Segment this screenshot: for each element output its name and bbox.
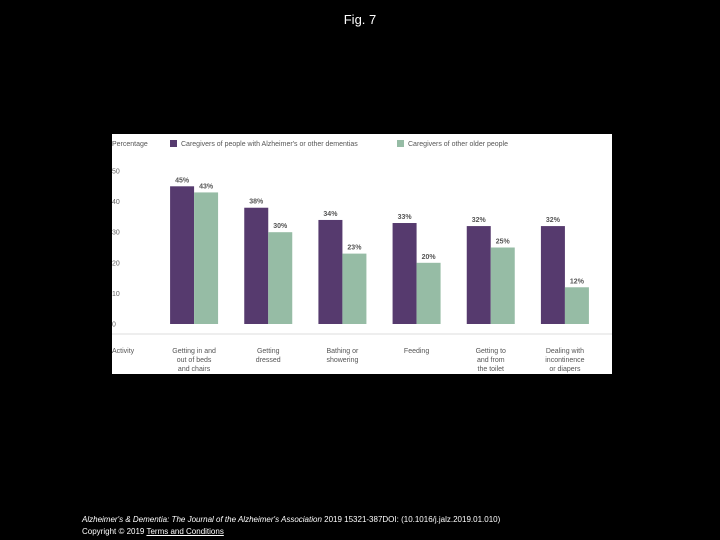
y-tick-label: 0 (112, 322, 116, 329)
bar-series-1 (466, 226, 491, 324)
bar-value-label: 38% (249, 199, 264, 206)
bar-series-2 (564, 287, 589, 324)
bar-value-label: 32% (472, 217, 487, 224)
x-tick-label: or diapers (549, 366, 581, 373)
bar-series-2 (416, 262, 441, 324)
bar-value-label: 12% (570, 278, 585, 285)
legend-label-series-1: Caregivers of people with Alzheimer's or… (181, 141, 358, 148)
bar-series-2 (268, 232, 293, 324)
x-tick-label: and chairs (178, 366, 211, 373)
x-axis-label: Activity (112, 348, 135, 355)
x-tick-label: the toilet (478, 366, 505, 373)
bar-series-1 (170, 186, 195, 324)
bar-series-2 (490, 247, 515, 324)
bar-value-label: 45% (175, 177, 190, 184)
y-axis-label: Percentage (112, 141, 148, 148)
terms-link[interactable]: Terms and Conditions (146, 527, 224, 536)
bar-series-2 (342, 253, 367, 324)
y-axis-ticks: 0 10 20 30 40 50 (112, 169, 120, 329)
x-tick-label: dressed (256, 357, 281, 364)
bar-series-1 (392, 223, 417, 324)
bar-series-1 (318, 219, 343, 324)
bar-chart: Percentage Caregivers of people with Alz… (112, 134, 612, 374)
bar-series-1 (540, 226, 565, 324)
bar-value-label: 34% (323, 211, 338, 218)
bar-value-label: 33% (398, 214, 413, 221)
bar-series-2 (194, 192, 219, 324)
legend-swatch-series-2 (397, 140, 404, 147)
copyright-text: Copyright © 2019 (82, 527, 147, 536)
y-tick-label: 30 (112, 230, 120, 237)
x-tick-label: and from (477, 357, 505, 364)
x-tick-label: Getting (257, 348, 280, 355)
figure-title: Fig. 7 (343, 12, 377, 27)
x-axis-tick-labels: Getting in and out of beds and chairs Getti… (172, 348, 584, 373)
x-tick-label: Getting in and (172, 348, 216, 355)
x-tick-label: Dealing with (546, 348, 584, 355)
x-tick-label: showering (326, 357, 358, 364)
x-tick-label: Bathing or (326, 348, 359, 355)
legend-swatch-series-1 (170, 140, 177, 147)
journal-name: Alzheimer's & Dementia: The Journal of t… (82, 515, 322, 524)
bar-value-label: 30% (273, 223, 288, 230)
legend-label-series-2: Caregivers of other older people (408, 141, 508, 148)
x-tick-label: out of beds (177, 357, 212, 364)
bars-group: 45% 43% 38% 30% 34% 23% 33% 20% 32% 25% 32% 12% (170, 177, 589, 324)
bar-value-label: 43% (199, 183, 214, 190)
bar-value-label: 20% (422, 254, 437, 261)
bar-value-label: 32% (546, 217, 561, 224)
x-tick-label: incontinence (545, 357, 584, 364)
x-tick-label: Feeding (404, 348, 429, 355)
chart-svg: Percentage Caregivers of people with Alz… (112, 140, 612, 373)
bar-series-1 (244, 207, 269, 324)
y-tick-label: 40 (112, 199, 120, 206)
citation-footer: Alzheimer's & Dementia: The Journal of t… (82, 514, 500, 538)
bar-value-label: 23% (347, 245, 362, 252)
citation-text: 2019 15321-387DOI: (10.1016/j.jalz.2019.… (321, 515, 501, 524)
bar-value-label: 25% (496, 239, 511, 246)
y-tick-label: 20 (112, 260, 120, 267)
x-tick-label: Getting to (476, 348, 506, 355)
y-tick-label: 50 (112, 169, 120, 176)
chart-legend: Percentage Caregivers of people with Alz… (112, 140, 508, 148)
y-tick-label: 10 (112, 291, 120, 298)
